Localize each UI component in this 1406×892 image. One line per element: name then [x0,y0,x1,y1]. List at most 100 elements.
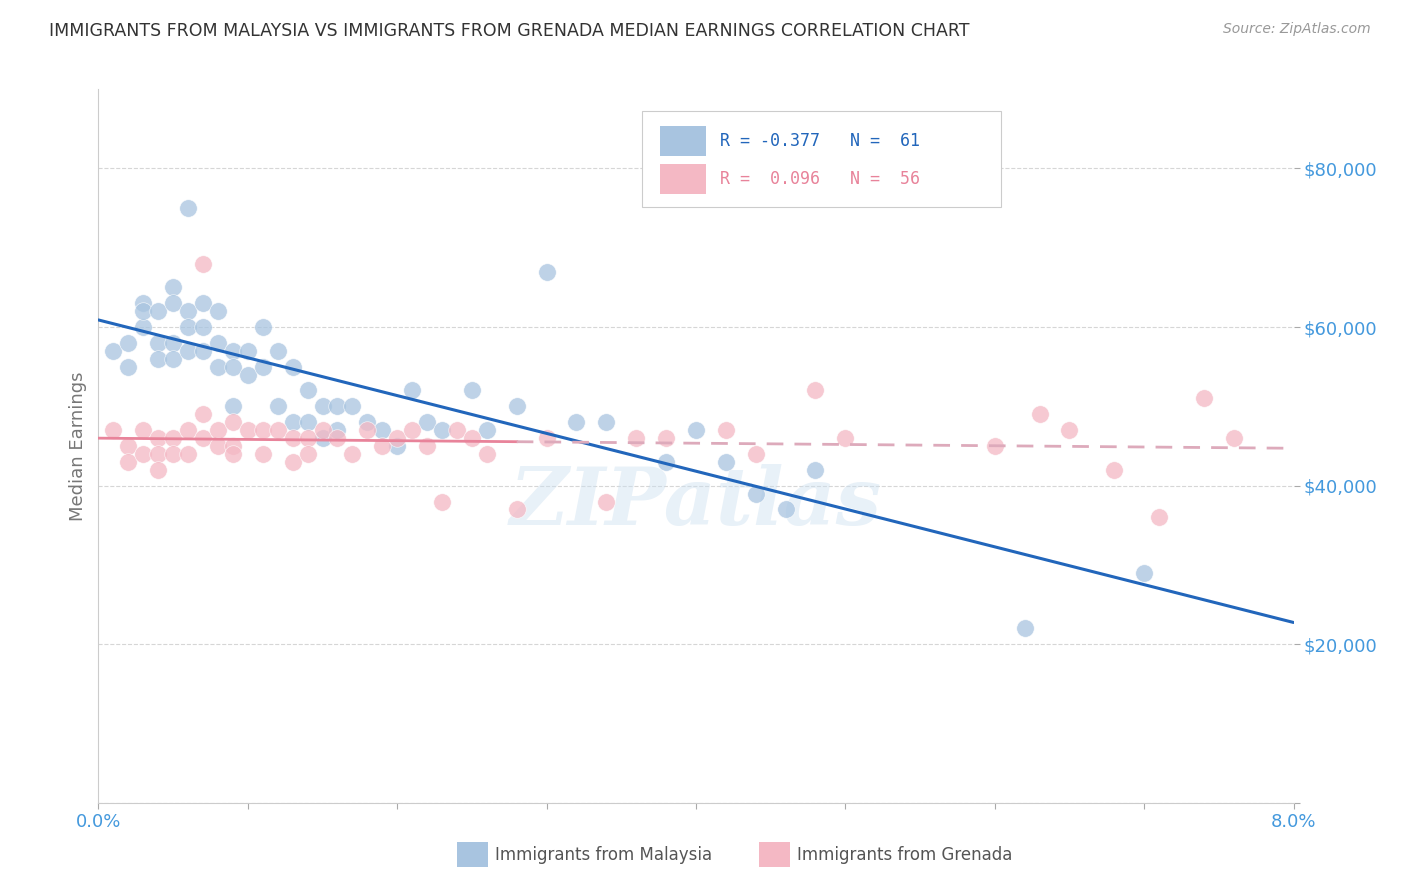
Point [416,415,439,429]
Point [984,439,1007,453]
Point [267,423,290,437]
Point [565,415,588,429]
Point [506,400,529,414]
Point [191,320,214,334]
Point [475,423,498,437]
Point [536,264,558,278]
Point [103,423,125,437]
Point [222,415,245,429]
Point [297,384,319,398]
Point [430,494,453,508]
Point [222,359,245,374]
Point [236,343,259,358]
FancyBboxPatch shape [643,111,1001,207]
Text: IMMIGRANTS FROM MALAYSIA VS IMMIGRANTS FROM GRENADA MEDIAN EARNINGS CORRELATION : IMMIGRANTS FROM MALAYSIA VS IMMIGRANTS F… [49,22,970,40]
Point [191,296,214,310]
Point [117,455,139,469]
Point [191,407,214,421]
Point [536,431,558,445]
Point [1028,407,1050,421]
Point [714,423,737,437]
Point [148,335,170,350]
Point [162,431,184,445]
Point [311,400,333,414]
Text: Immigrants from Grenada: Immigrants from Grenada [797,846,1012,863]
Point [356,423,378,437]
Point [117,439,139,453]
Point [222,400,245,414]
Point [177,320,200,334]
Point [148,447,170,461]
Point [207,335,229,350]
Point [804,463,827,477]
Point [297,431,319,445]
Point [297,447,319,461]
Point [326,431,349,445]
Point [834,431,856,445]
Point [148,351,170,366]
Point [132,447,155,461]
Point [326,423,349,437]
Point [595,494,617,508]
Point [207,359,229,374]
Point [1192,392,1215,406]
Text: ZIPatlas: ZIPatlas [510,465,882,541]
Point [446,423,468,437]
Point [148,463,170,477]
Point [281,359,304,374]
Point [385,439,409,453]
Bar [661,164,706,194]
Point [267,400,290,414]
Text: Immigrants from Malaysia: Immigrants from Malaysia [495,846,711,863]
Point [103,343,125,358]
Point [252,447,274,461]
Point [416,439,439,453]
Point [626,431,648,445]
Point [1147,510,1170,524]
Point [342,400,364,414]
Point [162,335,184,350]
Point [506,502,529,516]
Point [236,423,259,437]
Point [745,447,768,461]
Point [281,415,304,429]
Point [132,423,155,437]
Point [371,423,394,437]
Point [475,447,498,461]
Point [207,304,229,318]
Text: R =  0.096   N =  56: R = 0.096 N = 56 [720,170,920,188]
Point [371,439,394,453]
Point [162,447,184,461]
Point [117,335,139,350]
Point [1104,463,1126,477]
Point [177,201,200,215]
Point [191,257,214,271]
Point [595,415,617,429]
Point [401,384,423,398]
Point [356,415,378,429]
Point [191,343,214,358]
Point [461,384,484,398]
Point [311,431,333,445]
Point [775,502,797,516]
Point [162,296,184,310]
Point [148,431,170,445]
Point [430,423,453,437]
Point [236,368,259,382]
Point [177,447,200,461]
Point [655,431,678,445]
Point [1133,566,1156,580]
Point [177,423,200,437]
Point [252,320,274,334]
Point [655,455,678,469]
Bar [661,126,706,155]
Point [342,447,364,461]
Point [326,400,349,414]
Point [1223,431,1246,445]
Point [385,431,409,445]
Point [191,431,214,445]
Point [267,343,290,358]
Point [132,320,155,334]
Point [714,455,737,469]
Point [132,304,155,318]
